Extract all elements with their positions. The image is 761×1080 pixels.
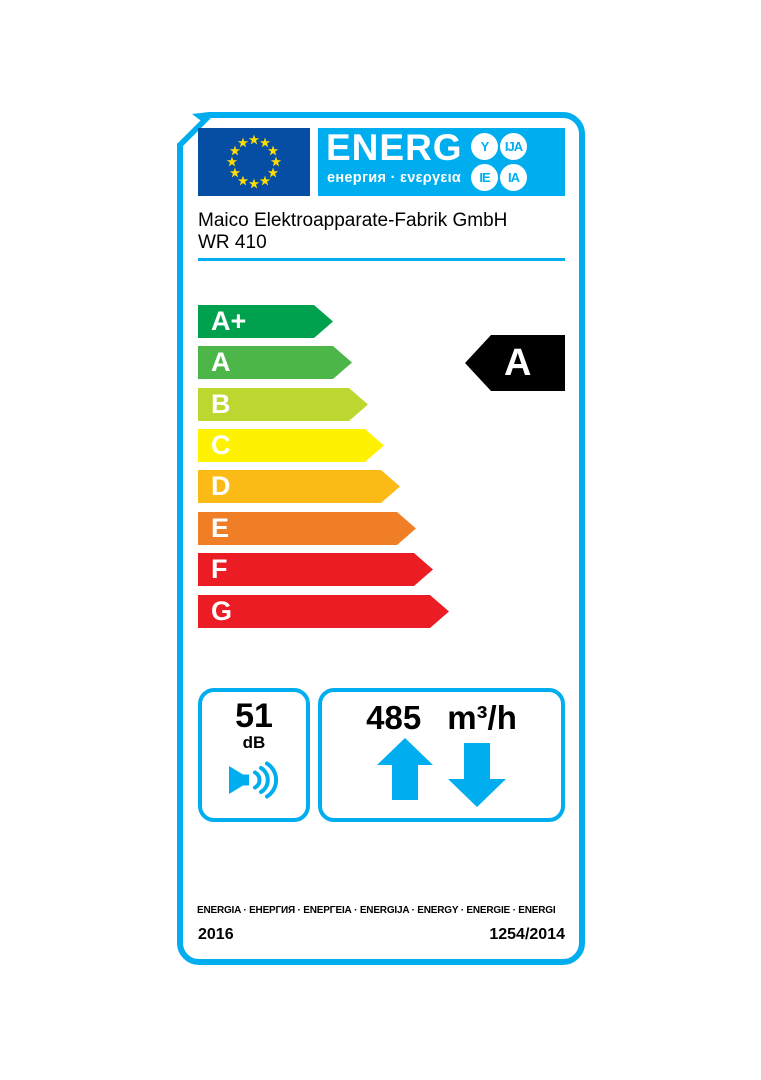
- energy-languages-line: ENERGIA · ЕНЕРГИЯ · ΕΝΕΡΓΕΙΑ · ENERGIJA …: [197, 905, 556, 916]
- energ-suffix-ie: IE: [471, 164, 498, 191]
- airflow-up-arrow-icon: [377, 738, 433, 800]
- scale-grade-label: E: [211, 513, 230, 543]
- airflow-box: 485 m³/h: [318, 688, 565, 822]
- scale-grade-label: A+: [211, 306, 247, 336]
- rating-class-arrow: A: [465, 335, 565, 391]
- scale-grade-label: G: [211, 596, 233, 626]
- model-identifier: WR 410: [198, 232, 267, 253]
- scale-arrow-g: G: [198, 595, 449, 628]
- airflow-down-arrow-icon: [448, 743, 506, 807]
- speaker-icon: [229, 761, 279, 799]
- noise-unit: dB: [242, 733, 266, 752]
- supplier-block: Maico Elektroapparate-Fabrik GmbH WR 410: [198, 210, 565, 254]
- scale-arrow-b: B: [198, 388, 368, 421]
- regulation-number: 1254/2014: [489, 926, 565, 943]
- scale-grade-label: D: [211, 471, 231, 501]
- scale-arrow-c: C: [198, 429, 384, 462]
- energ-suffix-ia: IA: [500, 164, 527, 191]
- airflow-unit: m³/h: [447, 699, 517, 736]
- supplier-name: Maico Elektroapparate-Fabrik GmbH: [198, 210, 508, 231]
- scale-arrow-d: D: [198, 470, 400, 503]
- scale-grade-label: C: [211, 430, 231, 460]
- scale-grade-label: B: [211, 389, 231, 419]
- noise-level-box: 51 dB: [198, 688, 310, 822]
- eu-flag-icon: [198, 128, 310, 196]
- label-year: 2016: [198, 926, 234, 943]
- eu-energy-label: ENERG енергия · ενεργεια Y IJA IE IA Mai…: [177, 112, 585, 965]
- airflow-value: 485: [366, 699, 422, 736]
- supplier-divider: [198, 258, 565, 261]
- scale-grade-label: F: [211, 554, 228, 584]
- energ-suffix-ija: IJA: [500, 133, 527, 160]
- scale-arrow-a: A: [198, 346, 352, 379]
- scale-grade-label: A: [211, 347, 231, 377]
- scale-arrow-e: E: [198, 512, 416, 545]
- scale-arrow-a-plus: A+: [198, 305, 333, 338]
- noise-value: 51: [235, 697, 273, 735]
- energ-logo-subtitle: енергия · ενεργεια: [327, 170, 462, 186]
- folded-corner-decoration: [177, 112, 217, 152]
- energ-logo-box: ENERG енергия · ενεργεια Y IJA IE IA: [318, 127, 565, 196]
- energ-logo-text: ENERG: [326, 127, 463, 168]
- energ-suffix-y: Y: [471, 133, 498, 160]
- scale-arrow-f: F: [198, 553, 433, 586]
